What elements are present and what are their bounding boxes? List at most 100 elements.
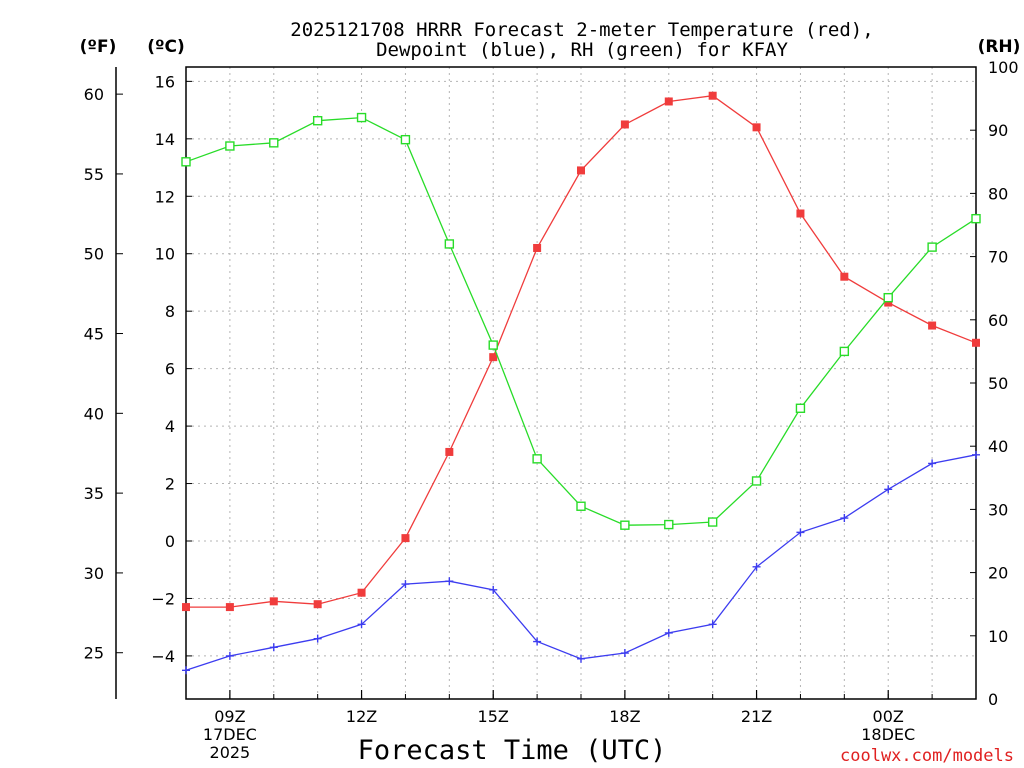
rh-point <box>751 476 762 486</box>
fahrenheit-tick-label: 55 <box>84 165 104 184</box>
fahrenheit-tick-label: 40 <box>84 404 104 423</box>
dewpoint-point <box>533 637 542 646</box>
celsius-tick-label: 4 <box>165 417 175 436</box>
rh-point <box>927 242 937 252</box>
celsius-tick-label: 14 <box>155 130 175 149</box>
x-tick-label: 00Z <box>873 707 904 726</box>
rh-point <box>620 520 630 530</box>
rh-point <box>664 519 674 530</box>
celsius-tick-label: 0 <box>165 532 175 551</box>
celsius-tick-label: 2 <box>165 475 175 494</box>
temperature-point <box>445 447 454 456</box>
celsius-tick-label: 8 <box>165 302 175 321</box>
celsius-tick-label: 10 <box>155 245 175 264</box>
rh-point <box>444 239 455 249</box>
rh-tick-label: 20 <box>988 564 1008 583</box>
temperature-point <box>269 597 278 606</box>
fahrenheit-tick-label: 50 <box>84 245 104 264</box>
rh-tick-label: 40 <box>988 437 1008 456</box>
rh-tick-label: 50 <box>988 374 1008 393</box>
dewpoint-point <box>401 580 410 589</box>
credit-text: coolwx.com/models <box>840 746 1014 766</box>
rh-point <box>576 501 586 511</box>
rh-tick-label: 80 <box>988 184 1008 203</box>
rh-tick-label: 90 <box>988 121 1008 140</box>
temperature-point <box>840 272 849 281</box>
data-series <box>181 91 981 675</box>
dewpoint-point <box>972 450 980 459</box>
rh-point <box>356 112 367 123</box>
x-tick-label: 09Z <box>214 707 245 726</box>
celsius-unit-label: (ºC) <box>147 37 185 57</box>
temperature-point <box>489 353 498 362</box>
dewpoint-point <box>752 562 761 571</box>
dewpoint-point <box>884 485 893 494</box>
grid-lines <box>186 67 976 699</box>
chart-title-line2: Dewpoint (blue), RH (green) for KFAY <box>376 39 788 61</box>
celsius-tick-label: 6 <box>165 360 175 379</box>
rh-point <box>971 213 981 224</box>
dewpoint-point <box>796 528 805 537</box>
temperature-point <box>577 166 585 175</box>
rh-point <box>795 403 806 413</box>
rh-point <box>488 340 498 350</box>
x-tick-label: 2025 <box>210 743 251 762</box>
x-axis-label: Forecast Time (UTC) <box>358 735 667 766</box>
dewpoint-point <box>577 654 585 663</box>
fahrenheit-unit-label: (ºF) <box>80 37 117 57</box>
series-temperature <box>182 91 980 612</box>
temperature-point <box>972 338 980 347</box>
temperature-point <box>796 209 805 218</box>
temperature-point <box>884 298 893 307</box>
celsius-tick-label: 16 <box>155 72 175 91</box>
celsius-tick-label: −2 <box>151 589 175 608</box>
celsius-tick-label: −4 <box>151 647 175 666</box>
fahrenheit-tick-label: 30 <box>84 564 104 583</box>
rh-point <box>269 138 279 148</box>
rh-tick-label: 30 <box>988 500 1008 519</box>
dewpoint-point <box>182 666 190 675</box>
x-tick-label: 21Z <box>741 707 772 726</box>
temperature-point <box>664 97 673 106</box>
rh-point <box>181 157 191 167</box>
rh-point <box>225 141 235 151</box>
temperature-point <box>752 123 761 132</box>
rh-tick-label: 60 <box>988 311 1008 330</box>
dewpoint-point <box>620 649 629 658</box>
dewpoint-point <box>269 643 278 652</box>
rh-unit-label: (RH) <box>978 37 1021 57</box>
rh-tick-label: 0 <box>988 690 998 709</box>
series-rh <box>181 112 981 530</box>
x-tick-label: 17DEC <box>203 725 257 744</box>
plot-frame <box>185 66 977 700</box>
temperature-point <box>182 603 190 612</box>
temperature-point <box>357 588 366 597</box>
fahrenheit-tick-label: 25 <box>84 644 104 663</box>
temperature-point <box>401 534 410 543</box>
temperature-point <box>225 603 234 612</box>
rh-point <box>883 292 893 303</box>
temperature-point <box>313 600 322 609</box>
chart-title-line1: 2025121708 HRRR Forecast 2-meter Tempera… <box>290 19 873 41</box>
x-tick-label: 18Z <box>609 707 640 726</box>
rh-point <box>312 116 323 126</box>
axis-ticks: −4 −2 0 2 4 6 8 10 12 14 16 25 30 35 40 45 50 55 60 0 10 20 30… <box>84 58 1019 762</box>
dewpoint-point <box>313 634 322 643</box>
fahrenheit-tick-label: 45 <box>84 325 104 344</box>
series-dewpoint <box>182 450 980 675</box>
dewpoint-point <box>445 577 454 586</box>
dewpoint-point <box>664 628 673 637</box>
rh-tick-label: 70 <box>988 248 1008 267</box>
rh-point <box>400 134 411 145</box>
temperature-point <box>928 321 937 330</box>
fahrenheit-tick-label: 35 <box>84 484 104 503</box>
x-tick-label: 12Z <box>346 707 377 726</box>
dewpoint-point <box>928 459 937 468</box>
dewpoint-point <box>840 514 849 523</box>
x-tick-label: 15Z <box>478 707 509 726</box>
dewpoint-point <box>489 585 498 594</box>
dewpoint-point <box>708 620 717 629</box>
x-tick-label: 18DEC <box>861 725 915 744</box>
fahrenheit-tick-label: 60 <box>84 85 104 104</box>
